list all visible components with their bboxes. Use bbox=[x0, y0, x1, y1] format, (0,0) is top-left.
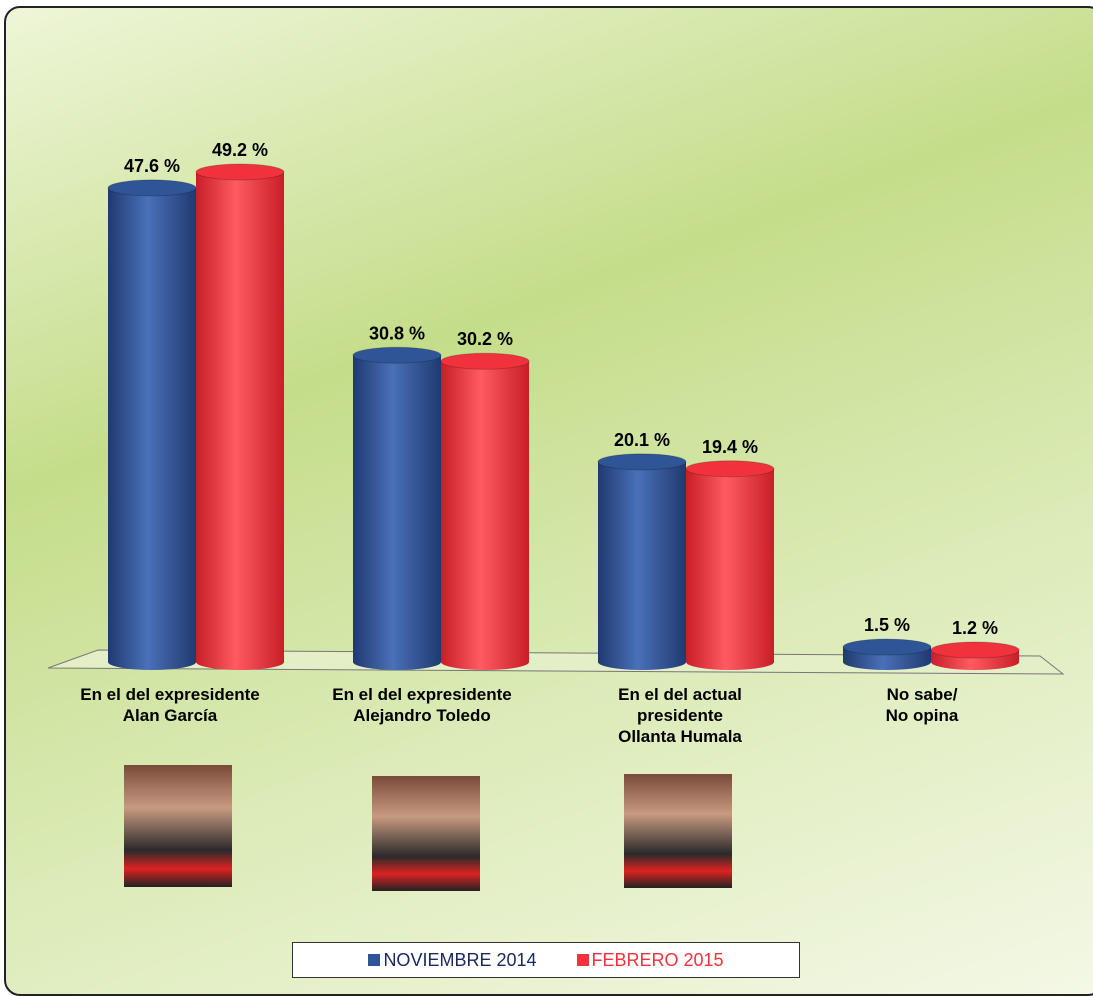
bar-top bbox=[685, 460, 775, 478]
x-tick-label: En el del actual presidente Ollanta Huma… bbox=[618, 685, 742, 746]
bar-body bbox=[441, 361, 529, 670]
photo bbox=[372, 776, 480, 891]
value-label: 30.2 % bbox=[457, 329, 513, 349]
bar-body bbox=[353, 355, 441, 670]
bar-top bbox=[352, 346, 442, 364]
value-label: 1.2 % bbox=[952, 618, 998, 638]
bar-top bbox=[107, 179, 197, 197]
bar-body bbox=[598, 461, 686, 670]
value-label: 49.2 % bbox=[212, 140, 268, 160]
floor bbox=[47, 649, 1065, 675]
bar-body bbox=[686, 468, 774, 670]
legend-label: FEBRERO 2015 bbox=[591, 949, 724, 970]
bar bbox=[352, 346, 442, 670]
photo bbox=[124, 765, 232, 887]
bar bbox=[440, 352, 530, 670]
legend-swatch bbox=[368, 953, 381, 966]
x-tick-label: En el del expresidente Alan García bbox=[80, 685, 260, 725]
legend-label: NOVIEMBRE 2014 bbox=[383, 949, 537, 970]
legend-swatch bbox=[576, 953, 589, 966]
legend: NOVIEMBRE 2014 FEBRERO 2015 bbox=[292, 942, 800, 978]
bar-top bbox=[195, 163, 285, 181]
bar-top bbox=[842, 638, 932, 656]
value-label: 30.8 % bbox=[369, 323, 425, 343]
legend-item: FEBRERO 2015 bbox=[576, 949, 724, 971]
bar bbox=[107, 179, 197, 670]
bar bbox=[842, 638, 932, 670]
value-label: 19.4 % bbox=[702, 437, 758, 457]
bar-body bbox=[108, 187, 196, 670]
x-tick-label: En el del expresidente Alejandro Toledo bbox=[332, 685, 512, 725]
bar-top bbox=[597, 453, 687, 471]
x-tick-label: No sabe/ No opina bbox=[885, 685, 959, 725]
bar bbox=[930, 641, 1020, 670]
bar bbox=[685, 460, 775, 670]
legend-item: NOVIEMBRE 2014 bbox=[368, 949, 537, 971]
value-label: 47.6 % bbox=[124, 156, 180, 176]
bar bbox=[195, 163, 285, 670]
bar-top bbox=[440, 352, 530, 370]
photo bbox=[624, 774, 732, 888]
bar-top bbox=[930, 641, 1020, 659]
bar bbox=[597, 453, 687, 670]
bar-body bbox=[196, 172, 284, 670]
value-label: 1.5 % bbox=[864, 615, 910, 635]
value-label: 20.1 % bbox=[614, 430, 670, 450]
